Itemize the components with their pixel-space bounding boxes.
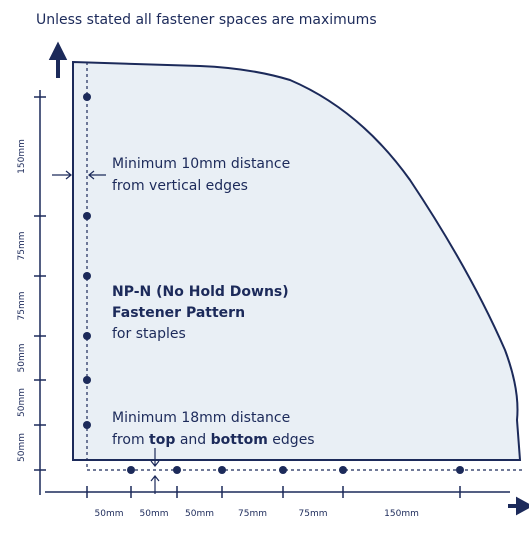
spacing-label: 50mm <box>17 388 27 417</box>
spacing-label: 150mm <box>384 509 419 519</box>
pattern-name: NP-N (No Hold Downs) <box>112 284 289 300</box>
panel <box>72 60 522 461</box>
spacing-label: 50mm <box>140 509 169 519</box>
distance-arrows <box>52 170 160 494</box>
left-labels: 150mm 75mm 75mm 50mm 50mm 50mm <box>17 139 27 462</box>
bottom-axis <box>45 486 510 498</box>
spacing-label: 150mm <box>17 139 27 174</box>
pattern-subtitle: Fastener Pattern <box>112 305 245 321</box>
up-arrow <box>48 41 68 78</box>
note-line: from vertical edges <box>112 178 248 194</box>
spacing-label: 50mm <box>17 344 27 373</box>
spacing-label: 50mm <box>185 509 214 519</box>
spacing-label: 50mm <box>17 433 27 462</box>
text-part: and <box>175 432 210 448</box>
note-line: Minimum 18mm distance <box>112 410 290 426</box>
spacing-label: 75mm <box>17 292 27 321</box>
text-part: edges <box>268 432 315 448</box>
pattern-detail: for staples <box>112 326 186 342</box>
text-part: top <box>149 432 175 448</box>
note-line: Minimum 10mm distance <box>112 156 290 172</box>
note-line: from top and bottom edges <box>112 432 315 448</box>
spacing-label: 75mm <box>299 509 328 519</box>
spacing-label: 50mm <box>95 509 124 519</box>
header: Unless stated all fastener spaces are ma… <box>36 12 377 28</box>
text-part: from <box>112 432 149 448</box>
text-part: bottom <box>211 432 268 448</box>
left-axis <box>34 90 46 495</box>
right-arrow <box>508 496 529 516</box>
spacing-label: 75mm <box>238 509 267 519</box>
spacing-label: 75mm <box>17 232 27 261</box>
bottom-labels: 50mm 50mm 50mm 75mm 75mm 150mm <box>95 509 419 519</box>
fasteners <box>83 93 464 474</box>
